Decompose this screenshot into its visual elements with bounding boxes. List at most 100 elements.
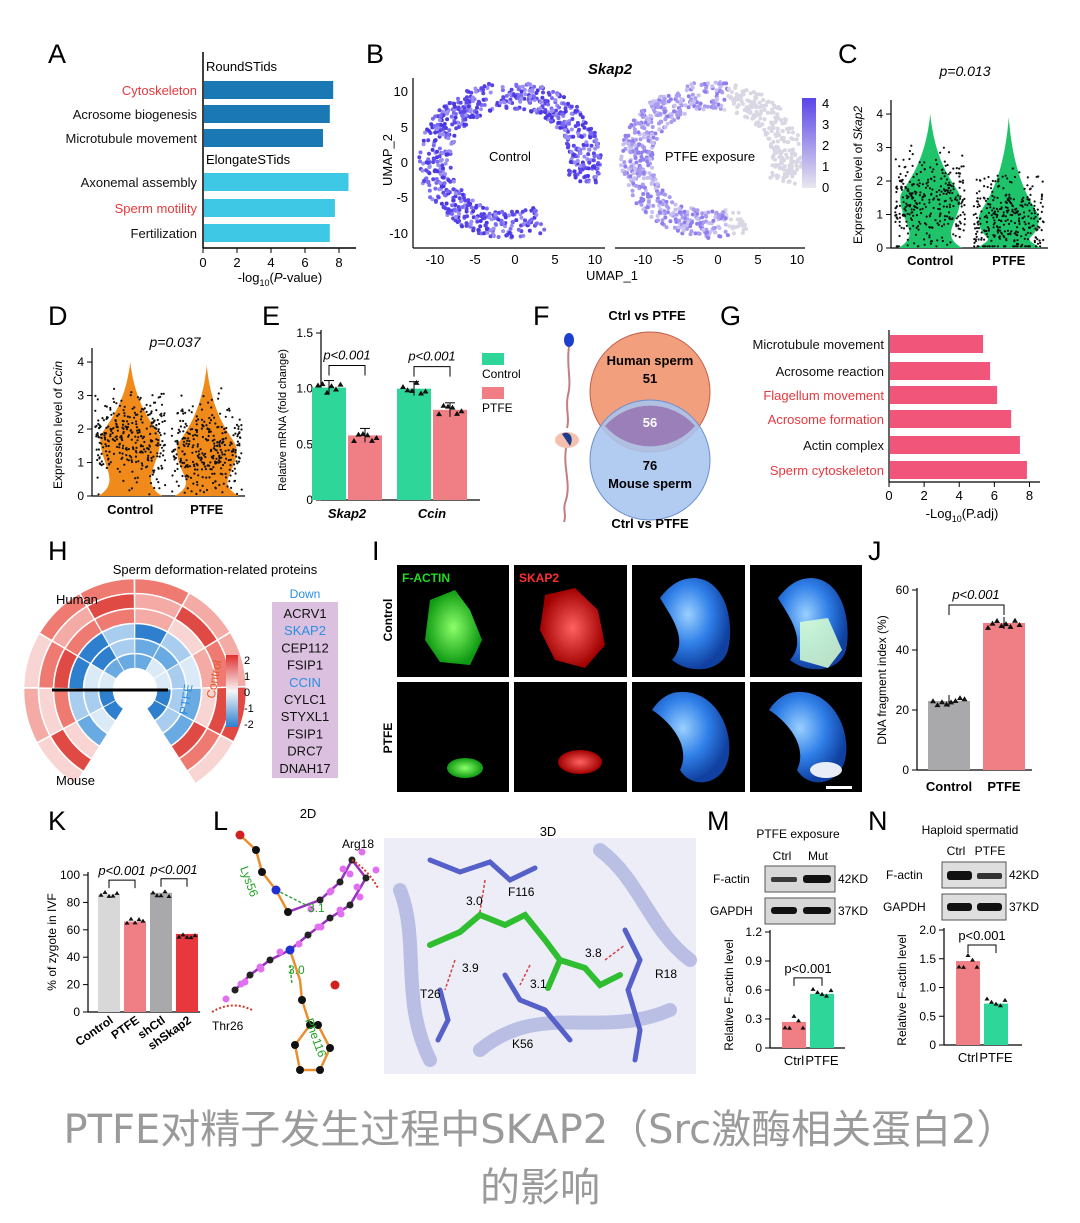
umap-point: [431, 177, 436, 182]
scatter-point: [153, 486, 156, 490]
scatter-point: [116, 414, 119, 417]
umap-point: [787, 148, 792, 153]
scatter-point: [158, 487, 161, 490]
scatter-point: [983, 238, 986, 241]
panel-k-point: [114, 890, 120, 895]
umap-point: [438, 113, 443, 118]
umap-point: [774, 173, 779, 178]
ligand-atom: [314, 1021, 322, 1029]
scatter-point: [949, 241, 952, 244]
scatter-point: [905, 202, 908, 205]
umap-point: [757, 105, 762, 110]
umap-point: [523, 218, 527, 223]
panel-g-category-0: Microtubule movement: [753, 337, 885, 352]
umap-point: [500, 85, 505, 89]
panel-k-ytick-label-2: 40: [67, 950, 81, 964]
umap-point: [475, 105, 479, 110]
scatter-point: [909, 194, 913, 197]
scatter-point: [945, 215, 949, 218]
scatter-point: [1009, 197, 1012, 200]
scatter-point: [197, 456, 201, 459]
umap-point: [623, 164, 628, 169]
scatter-point: [996, 245, 1000, 248]
panel-m-ylabel: Relative F-actin level: [722, 939, 736, 1050]
scatter-point: [139, 418, 143, 421]
scatter-point: [895, 185, 898, 188]
scatter-point: [993, 196, 996, 199]
umap-point: [774, 134, 779, 139]
ligand-atom: [316, 1066, 324, 1074]
umap-point: [587, 127, 592, 132]
scatter-point: [959, 197, 962, 200]
umap-point: [757, 100, 762, 105]
umap-point: [580, 115, 585, 120]
scatter-point: [94, 409, 97, 412]
umap-point: [438, 122, 443, 127]
umap-point: [789, 136, 794, 141]
scatter-point: [918, 202, 921, 205]
venn-human-label: Human sperm: [607, 353, 694, 368]
umap-point: [722, 97, 727, 102]
panel-a-category-3: Axonemal assembly: [81, 175, 198, 190]
scatter-point: [1033, 241, 1036, 244]
scatter-point: [162, 449, 165, 452]
scatter-point: [186, 465, 189, 468]
umap-point: [635, 121, 640, 126]
scatter-point: [897, 176, 901, 179]
scatter-point: [195, 492, 198, 496]
scatter-point: [915, 203, 919, 206]
scatter-point: [919, 222, 922, 225]
scatter-point: [979, 222, 982, 225]
umap-point: [653, 102, 658, 107]
scatter-point: [150, 410, 153, 413]
umap-point: [584, 140, 589, 145]
umap-point: [516, 95, 521, 100]
umap-point: [784, 126, 789, 131]
panel-j-point: [961, 696, 968, 702]
scatter-point: [898, 165, 901, 168]
scatter-point: [989, 206, 992, 209]
scatter-point: [115, 438, 119, 441]
panel-e-ytick-label-1: 0.5: [296, 437, 313, 451]
scatter-point: [980, 236, 983, 240]
scatter-point: [1041, 205, 1044, 208]
umap-point: [754, 105, 758, 109]
umap-point: [642, 185, 647, 190]
umap-point: [479, 214, 484, 219]
panel-n-lane2: PTFE: [975, 844, 1006, 858]
scatter-point: [973, 245, 976, 248]
scatter-point: [240, 424, 243, 427]
umap-point: [452, 120, 457, 125]
panel-b-color-scale: [802, 98, 816, 188]
scatter-point: [975, 232, 978, 236]
panel-b-xtick-right-3: 5: [754, 252, 761, 267]
ligand-fluorine: [327, 887, 335, 895]
umap-point: [696, 104, 701, 109]
scatter-point: [118, 442, 121, 445]
umap-point: [773, 115, 778, 120]
umap-point: [522, 221, 527, 226]
umap-point: [587, 147, 591, 152]
scatter-point: [1033, 217, 1036, 220]
heatmap-cell: [87, 593, 135, 620]
thr26-hydrophobic-arc: [211, 1004, 253, 1013]
umap-point: [650, 180, 655, 185]
scatter-point: [199, 403, 202, 406]
panel-h-protein-5: CYLC1: [284, 692, 326, 707]
scatter-point: [923, 194, 927, 197]
scatter-point: [894, 158, 897, 161]
panel-h-protein-2: CEP112: [281, 640, 328, 655]
umap-point: [711, 226, 716, 231]
umap-point: [431, 143, 436, 148]
scatter-point: [1013, 221, 1017, 225]
umap-point: [438, 172, 443, 177]
panel-n-ytick-label-2: 1.0: [919, 981, 936, 995]
scatter-point: [991, 194, 994, 197]
scatter-point: [138, 429, 141, 432]
umap-point: [508, 226, 513, 231]
scatter-point: [139, 451, 142, 454]
heatmap-cell: [23, 633, 52, 688]
scatter-point: [923, 243, 926, 246]
scatter-point: [935, 195, 938, 198]
